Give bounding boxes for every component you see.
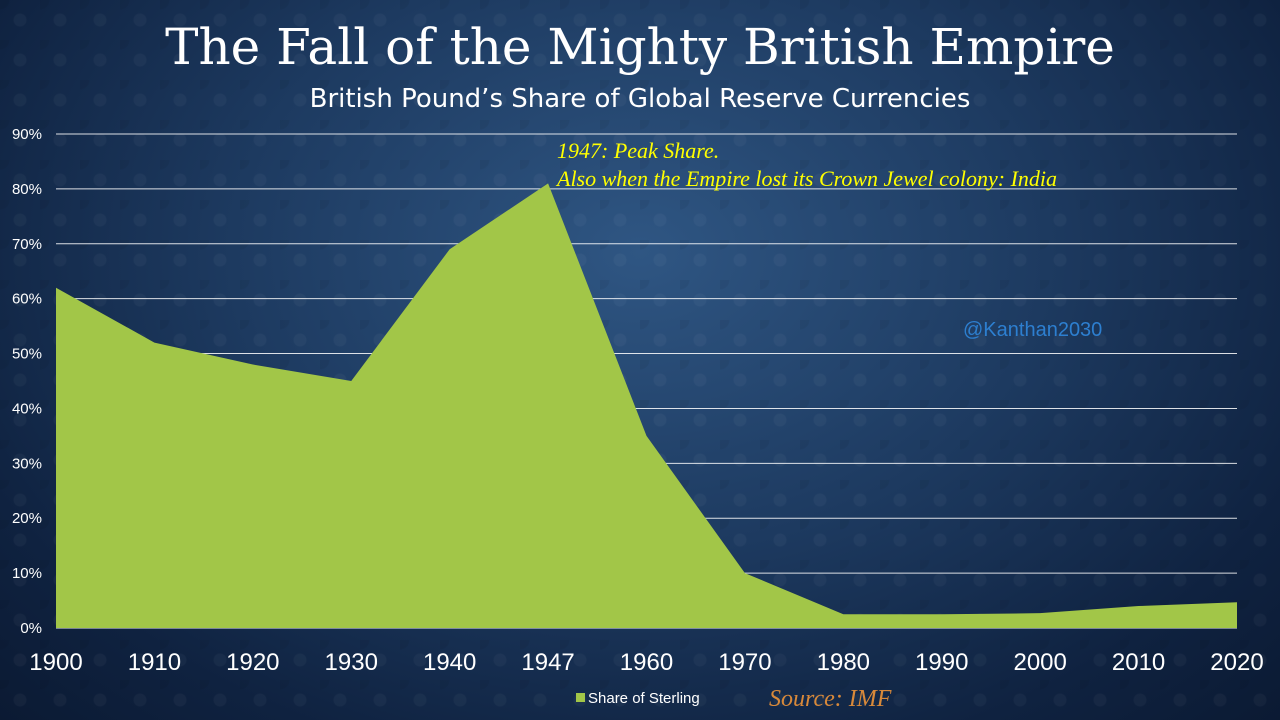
annotation-line-1: 1947: Peak Share. [557, 138, 719, 163]
y-tick-label: 70% [12, 236, 42, 253]
y-tick-label: 40% [12, 400, 42, 417]
legend-label: Share of Sterling [588, 690, 700, 707]
watermark-handle: @Kanthan2030 [963, 319, 1102, 341]
y-tick-label: 80% [12, 181, 42, 198]
chart-subtitle: British Pound’s Share of Global Reserve … [309, 84, 971, 114]
y-tick-label: 0% [20, 620, 42, 637]
x-tick-label: 1970 [718, 649, 771, 676]
annotation-line-2: Also when the Empire lost its Crown Jewe… [555, 166, 1057, 191]
x-tick-label: 1940 [423, 649, 476, 676]
y-tick-label: 50% [12, 346, 42, 363]
x-tick-label: 1990 [915, 649, 968, 676]
y-axis: 0% 10% 20% 30% 40% 50% 60% 70% 80% 90% [12, 126, 42, 637]
y-tick-label: 30% [12, 455, 42, 472]
x-tick-label: 1910 [128, 649, 181, 676]
chart-title: The Fall of the Mighty British Empire [165, 18, 1115, 76]
x-tick-label: 1920 [226, 649, 279, 676]
x-tick-label: 1947 [521, 649, 574, 676]
x-tick-label: 1980 [817, 649, 870, 676]
x-tick-label: 2000 [1013, 649, 1066, 676]
x-tick-label: 1930 [325, 649, 378, 676]
x-tick-label: 1960 [620, 649, 673, 676]
series-area-share-of-sterling [56, 183, 1237, 628]
x-axis: 1900 1910 1920 1930 1940 1947 1960 1970 1980 1990… [29, 649, 1263, 676]
x-tick-label: 2010 [1112, 649, 1165, 676]
y-tick-label: 60% [12, 291, 42, 308]
y-tick-label: 10% [12, 565, 42, 582]
y-tick-label: 20% [12, 510, 42, 527]
area-series [56, 183, 1237, 628]
source-note: Source: IMF [769, 686, 892, 712]
x-tick-label: 2020 [1210, 649, 1263, 676]
y-tick-label: 90% [12, 126, 42, 143]
x-tick-label: 1900 [29, 649, 82, 676]
legend-swatch [576, 693, 585, 702]
